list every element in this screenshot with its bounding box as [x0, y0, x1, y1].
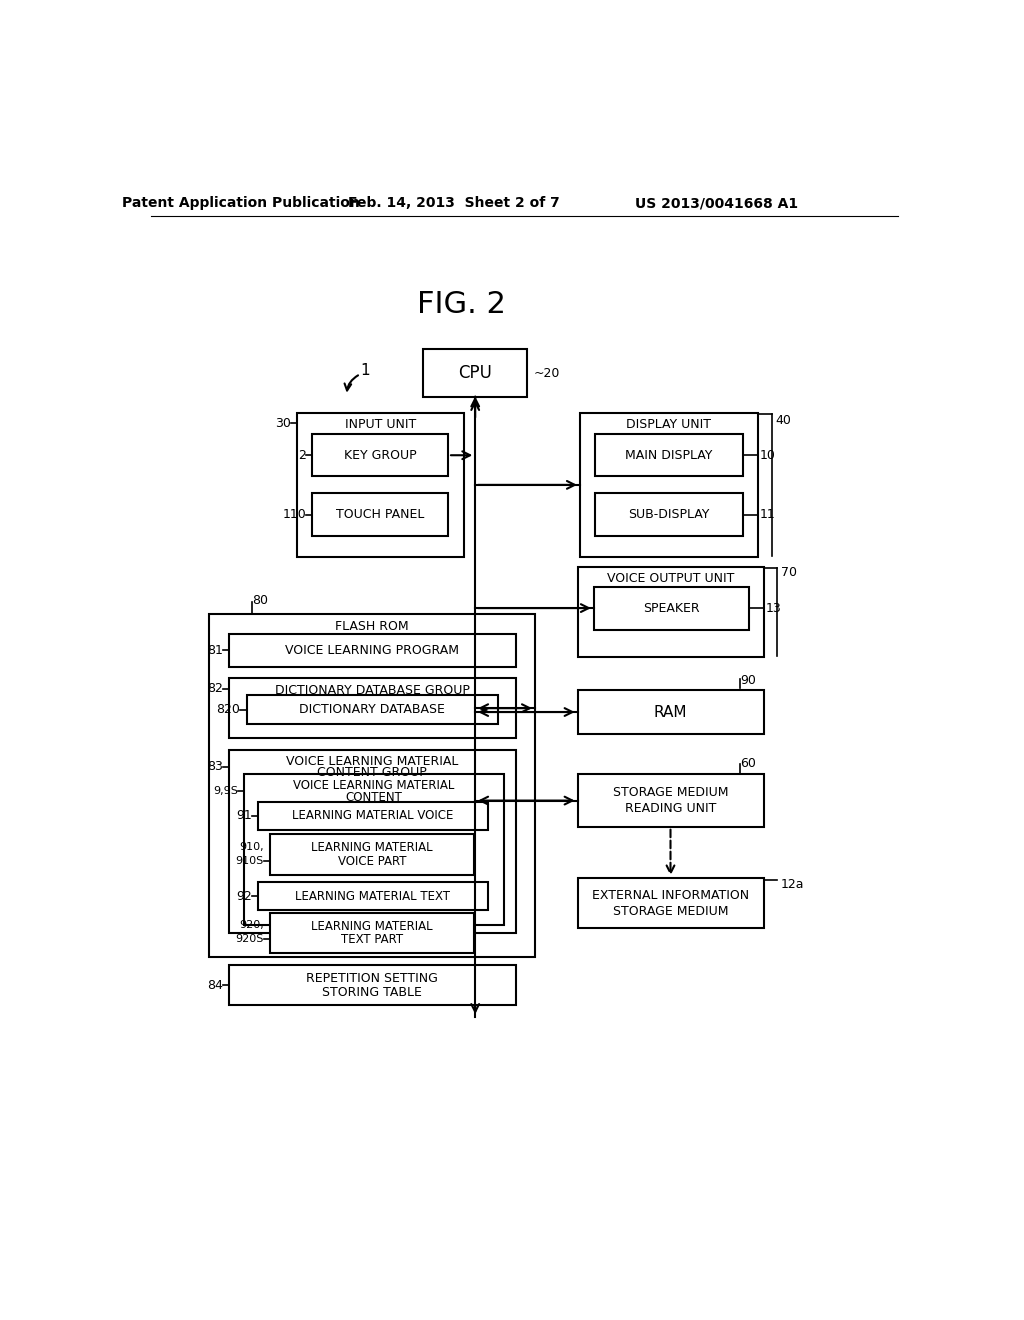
- Text: LEARNING MATERIAL TEXT: LEARNING MATERIAL TEXT: [295, 890, 451, 903]
- Bar: [580, 412, 758, 557]
- Text: 920S: 920S: [236, 935, 263, 944]
- Text: VOICE LEARNING MATERIAL: VOICE LEARNING MATERIAL: [286, 755, 459, 768]
- Text: 12a: 12a: [780, 878, 804, 891]
- Bar: [228, 635, 515, 667]
- Text: KEY GROUP: KEY GROUP: [344, 449, 417, 462]
- Text: EXTERNAL INFORMATION: EXTERNAL INFORMATION: [592, 890, 750, 902]
- Text: 910,: 910,: [239, 842, 263, 851]
- Text: 820: 820: [216, 704, 241, 717]
- Text: VOICE LEARNING MATERIAL: VOICE LEARNING MATERIAL: [293, 779, 455, 792]
- Text: 920,: 920,: [239, 920, 263, 931]
- Bar: [578, 566, 764, 657]
- Text: ~20: ~20: [534, 367, 560, 380]
- Bar: [258, 882, 487, 909]
- Bar: [594, 586, 749, 630]
- Text: 60: 60: [740, 758, 756, 770]
- Bar: [578, 690, 764, 734]
- Text: TEXT PART: TEXT PART: [341, 933, 403, 946]
- Bar: [270, 834, 474, 875]
- Text: 91: 91: [237, 809, 252, 822]
- Bar: [312, 494, 449, 536]
- Text: VOICE LEARNING PROGRAM: VOICE LEARNING PROGRAM: [285, 644, 459, 657]
- Text: 30: 30: [274, 417, 291, 430]
- Bar: [578, 775, 764, 826]
- Text: FIG. 2: FIG. 2: [417, 290, 506, 319]
- Text: DICTIONARY DATABASE: DICTIONARY DATABASE: [299, 704, 445, 717]
- Bar: [228, 750, 515, 933]
- Bar: [297, 412, 464, 557]
- Text: 110: 110: [283, 508, 306, 521]
- Text: 90: 90: [740, 675, 756, 686]
- Bar: [578, 878, 764, 928]
- Text: 13: 13: [766, 602, 781, 615]
- Text: US 2013/0041668 A1: US 2013/0041668 A1: [636, 197, 799, 210]
- Text: 2: 2: [298, 449, 306, 462]
- Text: 10: 10: [760, 449, 775, 462]
- Text: LEARNING MATERIAL: LEARNING MATERIAL: [311, 920, 433, 933]
- Text: MAIN DISPLAY: MAIN DISPLAY: [626, 449, 713, 462]
- Bar: [595, 494, 742, 536]
- Text: 1: 1: [360, 363, 370, 378]
- Text: DICTIONARY DATABASE GROUP: DICTIONARY DATABASE GROUP: [274, 684, 470, 697]
- Text: INPUT UNIT: INPUT UNIT: [345, 418, 416, 432]
- Text: STORAGE MEDIUM: STORAGE MEDIUM: [612, 904, 728, 917]
- Bar: [423, 350, 527, 397]
- Text: 83: 83: [207, 760, 222, 774]
- Bar: [595, 434, 742, 477]
- Text: CPU: CPU: [458, 364, 492, 383]
- Text: 80: 80: [252, 594, 268, 607]
- Text: Patent Application Publication: Patent Application Publication: [122, 197, 359, 210]
- Bar: [228, 678, 515, 738]
- Text: FLASH ROM: FLASH ROM: [335, 620, 409, 634]
- Text: READING UNIT: READING UNIT: [625, 801, 716, 814]
- Text: VOICE PART: VOICE PART: [338, 855, 407, 869]
- Text: SPEAKER: SPEAKER: [643, 602, 699, 615]
- Text: SUB-DISPLAY: SUB-DISPLAY: [629, 508, 710, 521]
- Text: 81: 81: [207, 644, 222, 657]
- Text: 70: 70: [780, 566, 797, 579]
- Bar: [228, 965, 515, 1006]
- Text: 11: 11: [760, 508, 775, 521]
- Bar: [247, 696, 498, 725]
- Bar: [312, 434, 449, 477]
- Text: STORING TABLE: STORING TABLE: [323, 986, 422, 999]
- Text: 92: 92: [237, 890, 252, 903]
- Text: TOUCH PANEL: TOUCH PANEL: [336, 508, 425, 521]
- Text: LEARNING MATERIAL VOICE: LEARNING MATERIAL VOICE: [292, 809, 454, 822]
- Text: RAM: RAM: [653, 705, 687, 719]
- Bar: [270, 913, 474, 953]
- Bar: [209, 614, 535, 957]
- Text: VOICE OUTPUT UNIT: VOICE OUTPUT UNIT: [607, 573, 734, 585]
- Text: 82: 82: [207, 682, 222, 696]
- Bar: [258, 803, 487, 830]
- Text: CONTENT GROUP: CONTENT GROUP: [317, 767, 427, 779]
- Text: DISPLAY UNIT: DISPLAY UNIT: [627, 418, 712, 432]
- Text: LEARNING MATERIAL: LEARNING MATERIAL: [311, 841, 433, 854]
- Text: 910S: 910S: [236, 855, 263, 866]
- Bar: [245, 775, 504, 925]
- Text: STORAGE MEDIUM: STORAGE MEDIUM: [612, 787, 728, 800]
- Text: Feb. 14, 2013  Sheet 2 of 7: Feb. 14, 2013 Sheet 2 of 7: [347, 197, 559, 210]
- Text: 84: 84: [207, 979, 222, 991]
- Text: CONTENT: CONTENT: [346, 791, 402, 804]
- Text: 40: 40: [775, 413, 791, 426]
- Text: 9,9S: 9,9S: [213, 787, 238, 796]
- Text: REPETITION SETTING: REPETITION SETTING: [306, 972, 438, 985]
